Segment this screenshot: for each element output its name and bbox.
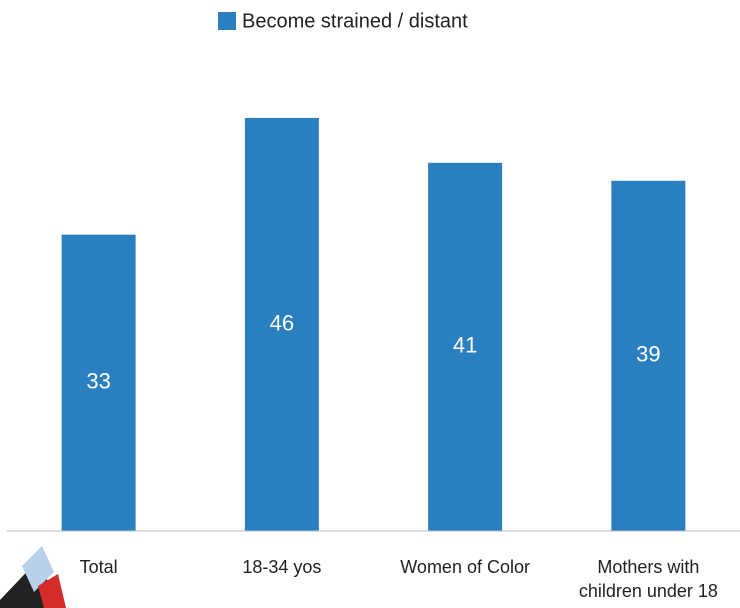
value-label: 33 — [86, 369, 110, 394]
legend-swatch — [218, 12, 236, 30]
logo-shape — [22, 546, 54, 592]
bar — [244, 117, 319, 532]
value-label: 46 — [270, 310, 294, 335]
value-label: 41 — [453, 333, 477, 358]
bar — [61, 234, 136, 531]
x-tick-label: Total — [79, 557, 118, 577]
legend-label: Become strained / distant — [242, 10, 468, 32]
bar — [428, 162, 503, 531]
logo — [0, 546, 66, 608]
logo-shape — [38, 574, 66, 608]
x-tick-label: Women of Color — [400, 557, 530, 577]
x-tick-label: 18-34 yos — [242, 557, 322, 577]
bar — [611, 180, 686, 531]
value-label: 39 — [636, 342, 660, 367]
x-tick-label: Mothers with children under 18 — [578, 557, 718, 601]
